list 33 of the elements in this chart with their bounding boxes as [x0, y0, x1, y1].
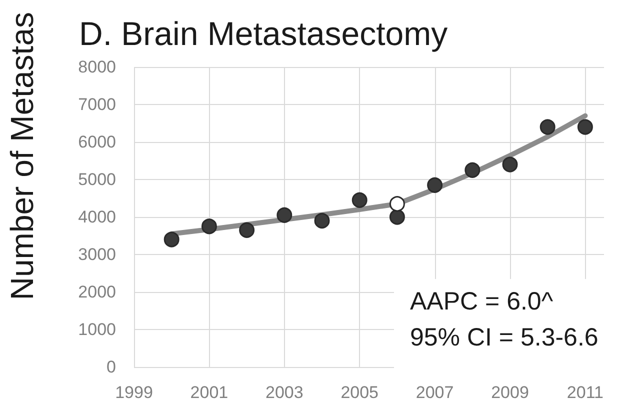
point	[389, 196, 405, 212]
point	[389, 209, 405, 225]
annotation: AAPC = 6.0^	[410, 288, 554, 316]
annotation: 95% CI = 5.3-6.6	[410, 324, 598, 352]
y-axis-title: Number of Metastas	[4, 12, 40, 300]
x-tick-label: 1999	[115, 383, 153, 402]
y-tick-label: 7000	[78, 95, 116, 114]
point	[201, 218, 217, 234]
y-tick-label: 8000	[78, 58, 116, 76]
y-tick-label: 5000	[78, 170, 116, 189]
point	[352, 192, 368, 208]
x-tick-label: 2003	[265, 383, 304, 402]
point	[427, 177, 443, 193]
point	[540, 119, 556, 135]
point	[239, 222, 255, 238]
point	[577, 119, 593, 135]
x-tick-label: 2011	[566, 383, 604, 402]
y-tick-label: 0	[106, 358, 116, 376]
x-tick-label: 2009	[491, 383, 529, 402]
y-tick-label: 6000	[78, 132, 116, 152]
x-tick-label: 2001	[190, 383, 228, 402]
y-tick-label: 3000	[78, 245, 116, 264]
point	[276, 207, 292, 223]
point	[164, 232, 180, 248]
chart-title: D. Brain Metastasectomy	[79, 15, 448, 52]
y-tick-label: 4000	[78, 208, 116, 226]
y-tick-label: 1000	[78, 320, 116, 339]
point	[314, 213, 330, 228]
point	[502, 156, 518, 172]
point	[464, 162, 480, 178]
x-tick-label: 2005	[340, 383, 379, 402]
x-tick-label: 2007	[416, 383, 454, 402]
y-tick-label: 2000	[78, 282, 116, 302]
